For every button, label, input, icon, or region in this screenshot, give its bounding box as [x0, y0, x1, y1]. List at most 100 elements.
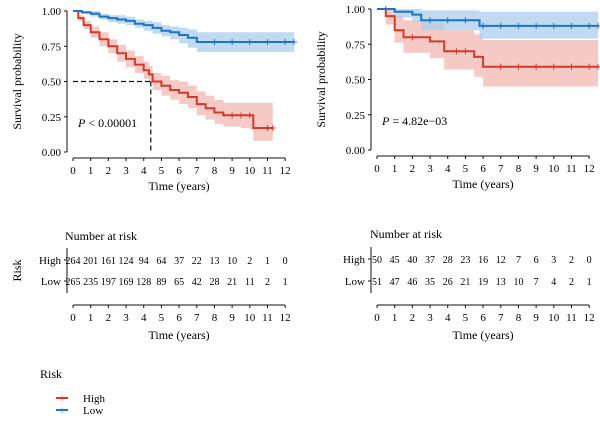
left-plot-censor-mark	[211, 39, 218, 46]
right-risk-cell: 7	[534, 277, 539, 288]
right-plot-censor-mark	[515, 63, 522, 70]
left-plot-x-tick-label: 3	[123, 165, 129, 177]
left-risk-cell: 10	[227, 256, 237, 267]
left-plot-y-tick-label: 0.25	[42, 112, 62, 124]
left-plot-x-tick-label: 11	[262, 165, 273, 177]
left-risk-x-axis-label: Time (years)	[148, 328, 209, 342]
right-risk-cell: 46	[407, 277, 417, 288]
left-risk-y-axis-label: Risk	[10, 259, 24, 281]
right-plot-censor-mark	[462, 48, 469, 55]
right-plot-censor-mark	[515, 22, 522, 29]
left-plot-y-axis-label: Survival probability	[10, 33, 24, 129]
legend-item-low: + Low	[56, 403, 103, 417]
left-plot-censor-mark	[229, 112, 236, 119]
right-risk-x-tick-label: 1	[392, 312, 398, 324]
left-plot-y-tick-label: 0.50	[42, 77, 62, 89]
left-plot-x-tick-label: 1	[88, 165, 94, 177]
right-plot-x-tick-label: 7	[498, 163, 504, 175]
left-risk-x-tick-label: 8	[212, 312, 218, 324]
right-plot-censor-mark	[480, 22, 487, 29]
right-risk-cell: 50	[372, 255, 382, 266]
km-plot-right: 0.000.250.500.751.000 1 2 3 4 5 6 7 8 9 10 11 12Time…	[314, 4, 600, 191]
right-plot-censor-mark	[427, 17, 434, 24]
left-plot-y-tick-label: 1.00	[42, 6, 62, 18]
left-plot-x-tick-label: 0	[70, 165, 76, 177]
right-risk-x-tick-label: 2	[410, 312, 416, 324]
left-risk-cell: 161	[101, 256, 116, 267]
left-risk-cell: 0	[283, 256, 288, 267]
left-risk-x-tick-label: 3	[123, 312, 129, 324]
right-plot-x-tick-label: 5	[463, 163, 469, 175]
left-risk-cell: 22	[192, 256, 202, 267]
right-plot-censor-mark	[533, 63, 540, 70]
left-plot-x-tick-label: 8	[212, 165, 218, 177]
right-plot-x-tick-label: 11	[566, 163, 577, 175]
right-plot-y-tick-label: 0.00	[346, 145, 366, 157]
left-risk-x-tick-label: 11	[262, 312, 273, 324]
left-risk-cell: 65	[174, 277, 184, 288]
left-plot-x-tick-label: 2	[106, 165, 112, 177]
right-risk-cell: 37	[425, 255, 435, 266]
right-risk-cell: 12	[496, 255, 506, 266]
km-plot-left: 0.000.250.500.751.000 1 2 3 4 5 6 7 8 9 10 11 12Time…	[10, 6, 297, 193]
right-risk-cell: 45	[390, 255, 400, 266]
right-plot-ci-band-low	[377, 9, 598, 39]
legend-high-label: High	[83, 393, 106, 405]
right-risk-x-tick-label: 9	[533, 312, 539, 324]
left-plot-curve-low	[73, 10, 294, 43]
left-plot-ci-band-high	[73, 11, 273, 141]
left-risk-cell: 124	[119, 256, 134, 267]
left-plot-curve-high	[73, 10, 273, 129]
right-risk-x-tick-label: 4	[445, 312, 451, 324]
left-plot-x-tick-label: 10	[244, 165, 256, 177]
left-risk-x-tick-label: 9	[229, 312, 235, 324]
right-risk-x-tick-label: 3	[427, 312, 433, 324]
right-plot-x-tick-label: 1	[392, 163, 398, 175]
left-risk-x-tick-label: 7	[194, 312, 200, 324]
left-risk-x-tick-label: 6	[176, 312, 182, 324]
right-risk-cell: 13	[496, 277, 506, 288]
left-plot-censor-mark	[269, 125, 276, 132]
right-plot-x-tick-label: 6	[480, 163, 486, 175]
left-risk-cell: 169	[119, 277, 134, 288]
right-risk-cell: 23	[460, 255, 470, 266]
left-risk-row-label-high: High	[39, 255, 62, 267]
left-plot-censor-mark	[264, 125, 271, 132]
left-risk-cell: 197	[101, 277, 116, 288]
right-risk-x-tick-label: 11	[566, 312, 577, 324]
right-plot-censor-mark	[568, 22, 575, 29]
right-plot-censor-mark	[595, 22, 600, 29]
left-plot-x-axis-label: Time (years)	[148, 179, 209, 193]
right-risk-cell: 28	[443, 255, 453, 266]
left-risk-cell: 21	[227, 277, 237, 288]
right-risk-cell: 21	[460, 277, 470, 288]
left-risk-cell: 201	[83, 256, 98, 267]
left-risk-x-tick-label: 2	[106, 312, 112, 324]
left-risk-x-tick-label: 10	[244, 312, 256, 324]
right-plot-y-tick-label: 0.25	[346, 110, 366, 122]
left-plot-censor-mark	[246, 39, 253, 46]
right-risk-cell: 19	[478, 277, 488, 288]
right-risk-x-tick-label: 5	[463, 312, 469, 324]
left-risk-cell: 94	[139, 256, 149, 267]
left-plot-censor-mark	[246, 112, 253, 119]
right-risk-x-tick-label: 7	[498, 312, 504, 324]
right-plot-x-tick-label: 2	[410, 163, 416, 175]
right-plot-censor-mark	[568, 63, 575, 70]
right-plot-x-axis-label: Time (years)	[452, 177, 513, 191]
legend-title: Risk	[40, 367, 62, 381]
right-risk-x-tick-label: 6	[480, 312, 486, 324]
left-plot-censor-mark	[282, 39, 289, 46]
left-plot-x-tick-label: 5	[159, 165, 165, 177]
right-plot-censor-mark	[497, 22, 504, 29]
right-risk-cell: 4	[551, 277, 556, 288]
right-plot-x-tick-label: 9	[533, 163, 539, 175]
right-risk-cell: 0	[587, 255, 592, 266]
left-risk-cell: 1	[265, 256, 270, 267]
left-risk-x-tick-label: 4	[141, 312, 147, 324]
left-plot-p-value: P < 0.00001	[77, 116, 137, 130]
right-plot-censor-mark	[382, 6, 389, 12]
right-plot-x-tick-label: 12	[584, 163, 595, 175]
